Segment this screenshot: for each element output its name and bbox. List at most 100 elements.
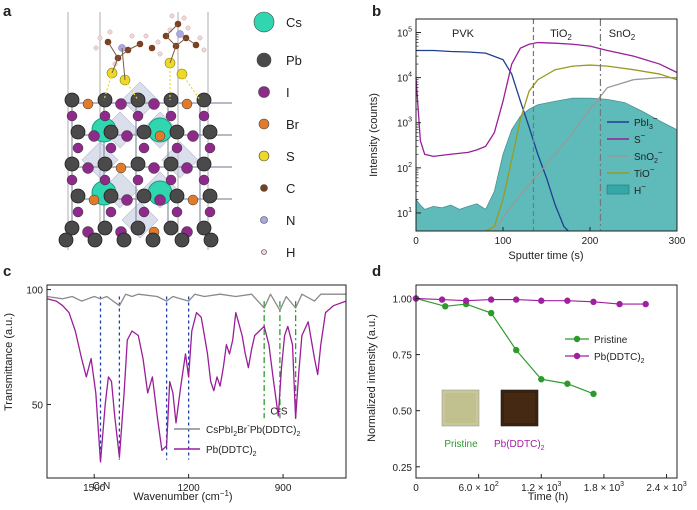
- d-point-pbddtc: [513, 296, 520, 303]
- br-atom: [88, 194, 100, 206]
- legend-swatch-pb: [256, 52, 272, 68]
- i-atom: [105, 142, 117, 154]
- d-point-pristine: [487, 309, 495, 317]
- d-point-pbddtc: [462, 297, 470, 304]
- i-atom: [99, 110, 111, 122]
- panel-label-c: c: [3, 263, 11, 280]
- pb-atom: [103, 124, 119, 140]
- c-legend-label: Pb(DDTC)2: [206, 445, 257, 458]
- br-atom: [82, 98, 94, 110]
- legend-swatch-c: [260, 184, 268, 192]
- panel-label-b: b: [372, 3, 381, 20]
- b-legend-swatch: [606, 184, 630, 195]
- legend-label-cs: Cs: [286, 15, 302, 30]
- c-annotation: C-S: [270, 406, 288, 417]
- i-atom: [105, 206, 117, 218]
- s-pb-bond: [181, 73, 201, 101]
- d-point-pbddtc: [487, 296, 495, 303]
- i-atom: [72, 206, 84, 218]
- i-atom: [82, 162, 94, 174]
- legend-swatch-cs: [253, 11, 275, 33]
- i-atom: [72, 142, 84, 154]
- ligand-bond: [169, 45, 177, 64]
- panel-label-a: a: [3, 3, 12, 20]
- b-legend-label: PbI3−: [634, 114, 658, 131]
- c-legend: CsPbI2Br-Pb(DDTC)2 Pb(DDTC)2: [174, 421, 300, 458]
- b-series-pbi3: [416, 49, 569, 232]
- i-atom: [99, 174, 111, 186]
- i-atom: [198, 174, 210, 186]
- c-series-ftir_gray: [46, 293, 346, 311]
- d-point-pristine: [442, 303, 449, 310]
- pb-atom: [103, 188, 119, 204]
- h-atom: [201, 47, 207, 53]
- d-point-pbddtc: [564, 297, 571, 304]
- pb-atom: [97, 156, 113, 172]
- b-y-tick-label: 104: [397, 72, 412, 85]
- i-atom: [171, 206, 183, 218]
- c-legend-label: CsPbI2Br-Pb(DDTC)2: [206, 421, 300, 438]
- c-y-tick-label: 100: [26, 286, 43, 297]
- br-atom: [115, 162, 127, 174]
- d-x-tick-label: 1.2 × 103: [521, 481, 561, 494]
- pb-atom: [97, 92, 113, 108]
- b-x-tick-label: 100: [495, 236, 512, 247]
- b-y-tick-label: 102: [397, 162, 412, 175]
- ligand-bond: [127, 43, 141, 51]
- d-inset-photo-pristine-texture: [445, 393, 476, 423]
- legend-swatch-s: [258, 150, 270, 162]
- c-x-axis-label: Wavenumber (cm−1): [133, 489, 232, 503]
- ligand-bond: [175, 37, 187, 47]
- b-y-tick-label: 103: [397, 117, 412, 130]
- b-y-tick-label: 101: [397, 207, 412, 220]
- pb-atom: [174, 232, 190, 248]
- pb-atom: [169, 124, 185, 140]
- i-atom: [121, 194, 133, 206]
- b-region-tio2: TiO2: [550, 28, 572, 42]
- ligand-bond: [107, 41, 119, 59]
- b-legend: PbI3−S− SnO2−TiO− H−: [606, 114, 663, 197]
- i-atom: [138, 206, 150, 218]
- pb-atom: [163, 156, 179, 172]
- b-y-tick-label: 105: [397, 27, 412, 40]
- b-series-sno2: [493, 76, 677, 232]
- pb-atom: [136, 188, 152, 204]
- legend-swatch-n: [260, 216, 268, 224]
- pb-atom: [64, 220, 80, 236]
- c-x-tick-label: 1200: [178, 483, 201, 494]
- legend-swatch-br: [258, 118, 270, 130]
- i-atom: [198, 110, 210, 122]
- c-y-tick-label: 50: [32, 400, 44, 411]
- h-atom: [129, 33, 135, 39]
- d-x-tick-label: 0: [413, 483, 419, 494]
- d-legend-label: Pb(DDTC)2: [594, 352, 645, 365]
- c-x-tick-label: 900: [275, 483, 292, 494]
- d-legend-marker: [573, 335, 581, 343]
- c-x-tick-label: 1500: [83, 483, 106, 494]
- b-region-pvk: PVK: [452, 28, 475, 40]
- ftir-spectrum-chart: Wavenumber (cm−1) Transmittance (a.u.) 1…: [3, 284, 347, 503]
- i-atom: [154, 194, 166, 206]
- d-series-pristine: [415, 297, 594, 395]
- d-y-tick-label: 1.00: [393, 294, 413, 305]
- legend-label-n: N: [286, 213, 295, 228]
- pb-atom: [163, 92, 179, 108]
- d-legend: Pristine Pb(DDTC)2: [565, 335, 645, 365]
- d-x-tick-label: 1.8 × 103: [584, 481, 624, 494]
- ligand-bond: [121, 47, 126, 81]
- d-plot-frame: [415, 284, 678, 479]
- b-series-tio2: [485, 64, 678, 232]
- i-atom: [132, 110, 144, 122]
- b-legend-label: S−: [634, 131, 646, 146]
- c-atom: [148, 44, 156, 52]
- pb-atom: [145, 232, 161, 248]
- legend-swatch-h: [261, 249, 267, 255]
- d-point-pristine: [564, 380, 571, 387]
- br-atom: [181, 98, 193, 110]
- d-point-pbddtc: [616, 300, 623, 308]
- pb-atom: [196, 92, 212, 108]
- pb-atom: [97, 220, 113, 236]
- d-y-tick-label: 0.75: [393, 351, 413, 362]
- c-annotation: C-N: [93, 481, 111, 492]
